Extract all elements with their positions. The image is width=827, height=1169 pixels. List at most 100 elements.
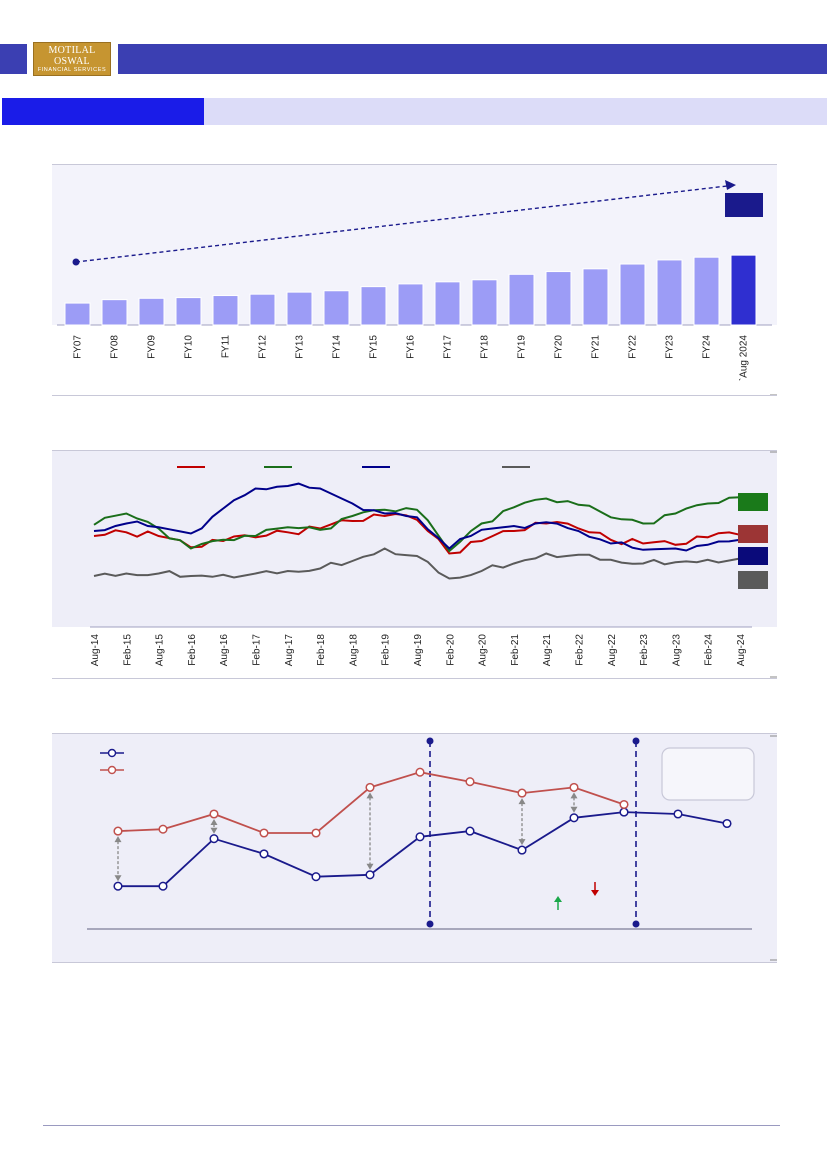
trend-arrowhead	[725, 180, 736, 190]
gap-arrowhead-down	[210, 827, 218, 834]
data-point	[259, 849, 269, 859]
gap-arrowhead-down	[366, 863, 374, 870]
bar	[434, 281, 461, 326]
bar	[101, 299, 128, 326]
series-line	[93, 496, 741, 553]
bar	[175, 297, 202, 326]
divider-dot-bottom	[632, 920, 640, 928]
end-value-marker	[738, 571, 768, 589]
bar	[397, 283, 424, 326]
tick-label: FY22	[628, 335, 639, 359]
tick-label: FY24	[702, 335, 713, 359]
tick-label: FY21	[591, 335, 602, 359]
data-point	[465, 826, 475, 836]
tick-label: Aug-17	[284, 634, 295, 667]
tick-label: FY23	[665, 335, 676, 359]
tick-label: Aug-19	[413, 634, 424, 667]
divider-dot-top	[426, 737, 434, 745]
series-line	[93, 547, 741, 580]
tick-label: Feb-22	[575, 634, 586, 666]
data-point	[569, 782, 579, 792]
gap-arrowhead-up	[570, 792, 578, 799]
data-point	[365, 870, 375, 880]
data-point	[465, 777, 475, 787]
data-point	[569, 813, 579, 823]
bar	[582, 268, 609, 326]
tick-label: Feb-18	[316, 634, 327, 666]
up-arrowhead	[554, 896, 562, 902]
tick-label: Aug-16	[219, 634, 230, 667]
data-point	[113, 826, 123, 836]
header-bar-left	[0, 44, 27, 74]
data-point	[311, 872, 321, 882]
value-callout	[725, 193, 763, 217]
tick-label: Aug-23	[671, 634, 682, 667]
gap-arrowhead-up	[366, 792, 374, 799]
bar	[64, 302, 91, 326]
gap-arrowhead-down	[114, 875, 122, 882]
down-arrowhead	[591, 890, 599, 896]
tick-label: FY14	[332, 335, 343, 359]
tick-label: FY09	[147, 335, 158, 359]
data-point	[209, 834, 219, 844]
bar	[249, 293, 276, 326]
bar	[323, 290, 350, 326]
company-logo: MOTILAL OSWAL FINANCIAL SERVICES	[33, 42, 111, 76]
section-title-bar	[2, 98, 204, 125]
bar	[508, 273, 535, 326]
tick-label: Feb-23	[639, 634, 650, 666]
data-point	[517, 845, 527, 855]
legend-marker-2	[107, 765, 117, 775]
tick-label: Feb-19	[381, 634, 392, 666]
chart-panel-2: Aug-14 Feb-15 Aug-15 Feb-16 Aug-16 Feb-17 Aug-…	[52, 450, 777, 679]
tick-label: Feb-17	[252, 634, 263, 666]
trend-line	[75, 185, 728, 263]
tick-label: Feb-21	[510, 634, 521, 666]
tick-label: Feb-16	[187, 634, 198, 666]
logo-line1: MOTILAL OSWAL	[48, 45, 96, 67]
tick-label: FY17	[443, 335, 454, 359]
gap-arrowhead-down	[518, 839, 526, 846]
data-point	[619, 807, 629, 817]
data-point	[158, 881, 168, 891]
tick-label: FY12	[258, 335, 269, 359]
bar	[693, 256, 720, 326]
data-point	[113, 881, 123, 891]
tick-label: Aug-15	[155, 634, 166, 667]
tick-label: Aug-24	[736, 634, 747, 667]
data-point	[259, 828, 269, 838]
plot-area	[52, 451, 777, 627]
callout-box	[661, 747, 755, 801]
footer-divider	[43, 1125, 780, 1126]
data-point	[415, 767, 425, 777]
tick-label: Aug-21	[542, 634, 553, 667]
gap-arrowhead-up	[518, 798, 526, 805]
tick-label: Aug-14	[90, 634, 101, 667]
bar	[730, 254, 757, 326]
bar	[545, 271, 572, 326]
data-point	[158, 824, 168, 834]
bar	[286, 291, 313, 326]
end-value-marker	[738, 547, 768, 565]
section-subtitle-bar	[204, 98, 827, 125]
chart-panel-1: FY07 FY08 FY09 FY10 FY11 FY12 FY13 FY14 FY15 FY16…	[52, 164, 777, 396]
tick-label: FY16	[406, 335, 417, 359]
tick-label: Aug-18	[348, 634, 359, 667]
tick-label: FY19	[517, 335, 528, 359]
tick-label: `Aug 2024	[738, 335, 750, 382]
logo-line2: FINANCIAL SERVICES	[37, 67, 107, 73]
data-point	[517, 788, 527, 798]
gap-arrowhead-down	[570, 806, 578, 813]
bar-chart: FY07 FY08 FY09 FY10 FY11 FY12 FY13 FY14 FY15 FY16…	[52, 165, 777, 395]
header-bar-right	[118, 44, 827, 74]
tick-label: FY13	[295, 335, 306, 359]
tick-label: Feb-15	[122, 634, 133, 666]
gap-arrowhead-up	[210, 819, 218, 825]
data-point	[673, 809, 683, 819]
bar	[471, 279, 498, 326]
data-point	[365, 782, 375, 792]
plot-area	[52, 734, 777, 962]
line-chart: Aug-14 Feb-15 Aug-15 Feb-16 Aug-16 Feb-17 Aug-…	[52, 451, 777, 678]
data-point	[209, 809, 219, 819]
divider-dot-bottom	[426, 920, 434, 928]
